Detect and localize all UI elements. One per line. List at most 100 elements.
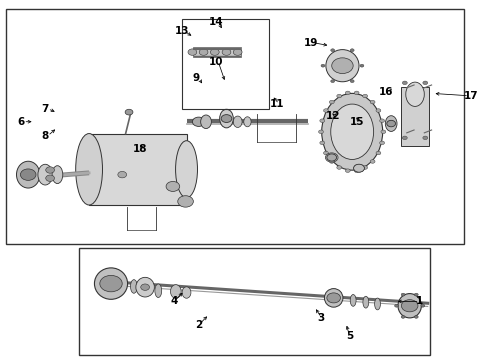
Text: 19: 19	[304, 38, 318, 48]
Circle shape	[350, 80, 354, 82]
Text: 15: 15	[350, 117, 364, 127]
Circle shape	[423, 81, 428, 85]
Circle shape	[350, 49, 354, 51]
Circle shape	[46, 175, 54, 181]
Text: 16: 16	[379, 87, 393, 97]
Circle shape	[380, 119, 385, 122]
Text: 18: 18	[133, 144, 147, 154]
Circle shape	[345, 91, 350, 95]
Circle shape	[402, 136, 407, 140]
Ellipse shape	[201, 115, 211, 129]
Text: 7: 7	[42, 104, 49, 114]
Ellipse shape	[143, 282, 150, 296]
Circle shape	[199, 49, 208, 55]
Circle shape	[401, 315, 405, 318]
Circle shape	[394, 304, 398, 307]
Ellipse shape	[406, 82, 424, 107]
Circle shape	[360, 64, 364, 67]
Ellipse shape	[354, 164, 365, 172]
Ellipse shape	[233, 116, 242, 127]
Circle shape	[318, 130, 323, 134]
Bar	[89, 134, 187, 205]
Text: 17: 17	[464, 91, 479, 101]
Circle shape	[193, 117, 205, 126]
Ellipse shape	[130, 280, 137, 293]
Ellipse shape	[38, 164, 52, 185]
Circle shape	[423, 136, 428, 140]
Ellipse shape	[374, 298, 380, 310]
Circle shape	[323, 109, 328, 112]
Ellipse shape	[350, 294, 356, 306]
Text: 2: 2	[195, 320, 202, 330]
Circle shape	[401, 300, 418, 312]
Ellipse shape	[363, 296, 369, 308]
Ellipse shape	[398, 294, 421, 318]
Circle shape	[354, 169, 359, 172]
Text: 4: 4	[171, 296, 178, 306]
Circle shape	[332, 58, 353, 73]
Circle shape	[46, 167, 54, 173]
Circle shape	[321, 64, 325, 67]
Circle shape	[222, 49, 231, 55]
Circle shape	[320, 141, 325, 145]
Text: 14: 14	[208, 17, 223, 27]
Circle shape	[320, 119, 325, 122]
Text: 13: 13	[174, 26, 189, 36]
Ellipse shape	[385, 116, 397, 131]
Ellipse shape	[52, 166, 63, 184]
Circle shape	[178, 196, 194, 207]
Circle shape	[421, 304, 425, 307]
Circle shape	[329, 100, 334, 104]
Circle shape	[327, 293, 341, 303]
Circle shape	[337, 166, 342, 169]
Text: 1: 1	[416, 296, 423, 306]
Text: 3: 3	[318, 312, 325, 323]
Ellipse shape	[331, 104, 374, 159]
Ellipse shape	[220, 109, 233, 128]
Circle shape	[100, 275, 122, 292]
Circle shape	[331, 49, 335, 51]
Ellipse shape	[136, 277, 154, 297]
Circle shape	[415, 293, 418, 296]
Circle shape	[415, 315, 418, 318]
Bar	[79, 248, 430, 355]
Circle shape	[323, 151, 328, 155]
Circle shape	[387, 120, 395, 127]
Text: 12: 12	[325, 111, 340, 121]
Ellipse shape	[175, 141, 197, 198]
Text: 6: 6	[17, 117, 24, 127]
Circle shape	[329, 160, 334, 163]
Circle shape	[327, 154, 337, 161]
Circle shape	[331, 80, 335, 82]
Circle shape	[141, 284, 149, 291]
Circle shape	[21, 169, 36, 180]
Bar	[182, 19, 270, 109]
Bar	[193, 48, 241, 57]
Circle shape	[376, 151, 381, 155]
Ellipse shape	[155, 284, 162, 297]
Ellipse shape	[75, 134, 102, 205]
Ellipse shape	[324, 289, 343, 307]
Circle shape	[401, 293, 405, 296]
Circle shape	[381, 130, 386, 134]
Circle shape	[118, 171, 126, 178]
Circle shape	[380, 141, 385, 145]
Circle shape	[370, 160, 375, 163]
Circle shape	[354, 164, 365, 172]
Bar	[6, 9, 464, 244]
Text: 11: 11	[270, 99, 284, 109]
Circle shape	[233, 49, 242, 55]
Bar	[401, 87, 429, 146]
Circle shape	[125, 109, 133, 115]
Ellipse shape	[325, 153, 338, 162]
Ellipse shape	[171, 285, 181, 298]
Text: 5: 5	[346, 331, 353, 341]
Ellipse shape	[326, 50, 359, 82]
Circle shape	[210, 49, 219, 55]
Ellipse shape	[322, 93, 383, 170]
Text: 8: 8	[42, 131, 49, 141]
Ellipse shape	[17, 161, 40, 188]
Circle shape	[363, 94, 368, 98]
Circle shape	[221, 114, 232, 122]
Circle shape	[402, 81, 407, 85]
